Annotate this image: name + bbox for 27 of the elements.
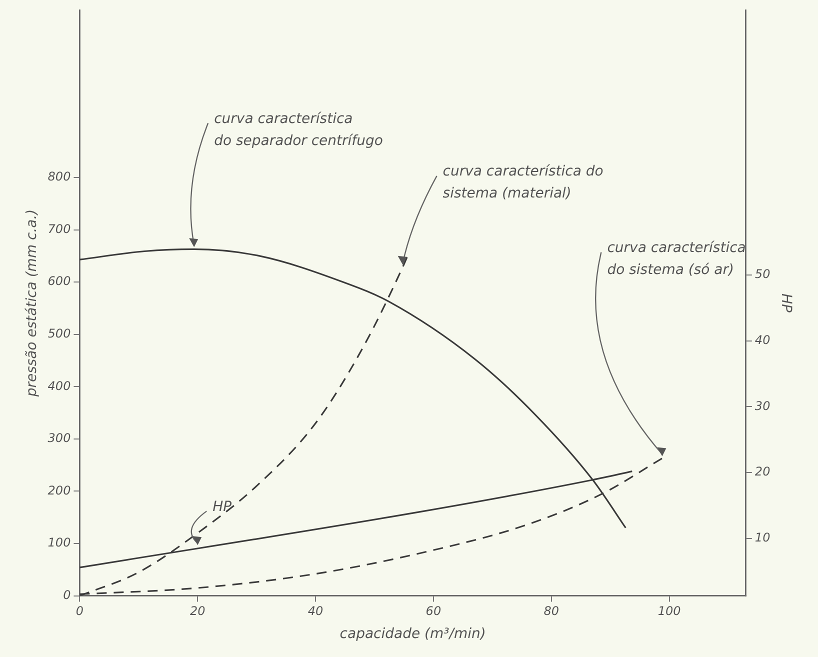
x-tick-label: 60 [426,604,442,618]
annotation: curva característica do sistema (material) [442,164,604,202]
annotation: HP [212,498,232,515]
y-tick-label: 600 [48,274,72,288]
y-axis-title: pressão estática (mm c.a.) [24,209,40,398]
x-tick-label: 20 [190,604,206,618]
y2-tick-label: 50 [754,267,771,282]
y2-tick-label: 10 [754,530,771,545]
y-tick-label: 100 [48,536,72,550]
x-axis-title: capacidade (m³/min) [340,626,486,642]
x-tick-label: 80 [544,604,560,618]
y2-axis-title: HP [778,294,794,314]
y2-tick-label: 30 [754,398,771,413]
y-tick-label: 800 [48,170,72,184]
y-tick-label: 700 [48,222,72,236]
annotation: curva característica do sistema (só ar) [607,240,746,278]
x-tick-label: 100 [658,604,682,618]
y2-tick-label: 40 [754,333,771,347]
y-tick-label: 300 [48,431,72,446]
x-tick-label: 0 [76,604,84,618]
y-tick-label: 500 [48,326,72,340]
x-tick-label: 40 [308,604,324,618]
y-tick-label: 0 [63,588,72,602]
y-tick-label: 400 [48,378,72,393]
y-tick-label: 200 [48,483,72,498]
y2-tick-label: 20 [754,464,771,479]
annotation: curva característica do separador centrífugo [214,110,383,149]
